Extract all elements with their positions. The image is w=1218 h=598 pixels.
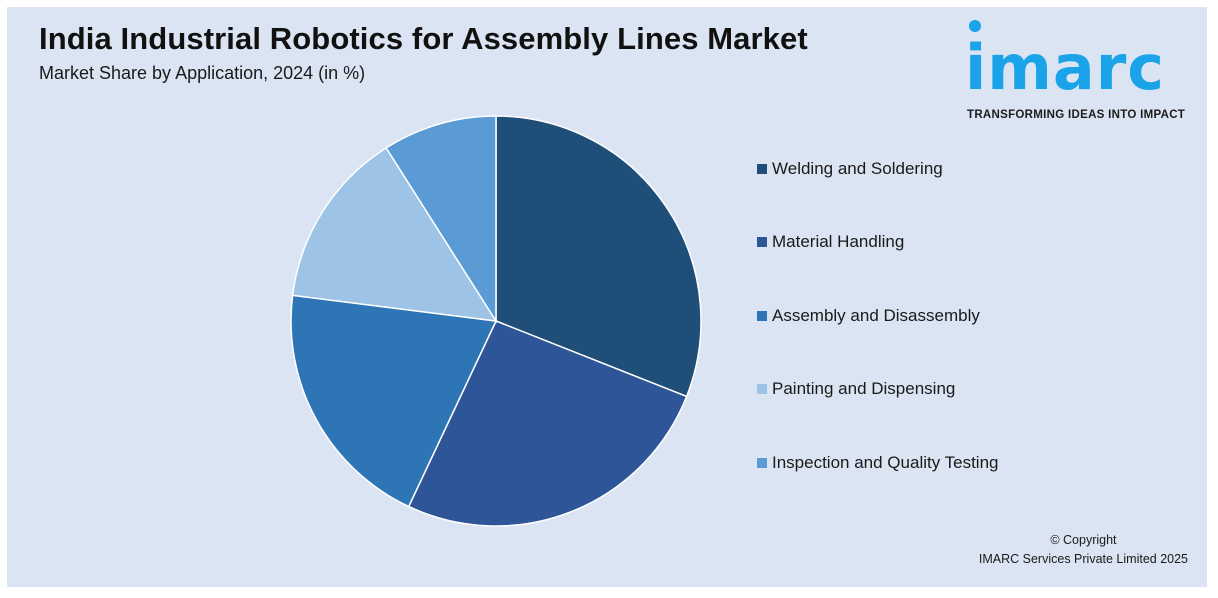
pie-slice-welding-and-soldering bbox=[495, 115, 702, 398]
legend-label: Inspection and Quality Testing bbox=[772, 453, 999, 472]
legend-label: Painting and Dispensing bbox=[772, 379, 956, 398]
copyright-line-2: IMARC Services Private Limited 2025 bbox=[978, 552, 1188, 566]
legend-swatch bbox=[757, 384, 767, 394]
legend-label: Welding and Soldering bbox=[772, 159, 943, 178]
pie-slice-inspection-and-quality-testing bbox=[385, 115, 497, 324]
copyright-notice: © Copyright IMARC Services Private Limit… bbox=[979, 531, 1188, 569]
legend-label: Assembly and Disassembly bbox=[772, 306, 980, 325]
legend-label: Material Handling bbox=[772, 232, 905, 251]
legend-item: Painting and Dispensing bbox=[757, 377, 955, 401]
chart-subtitle: Market Share by Application, 2024 (in %) bbox=[39, 63, 366, 83]
logo-wordmark: imarc bbox=[965, 31, 1166, 104]
legend-item: Inspection and Quality Testing bbox=[757, 451, 999, 475]
copyright-line-1: © Copyright bbox=[1050, 533, 1117, 547]
legend-item: Assembly and Disassembly bbox=[757, 304, 980, 328]
pie-slices bbox=[290, 115, 702, 527]
imarc-logo: imarc TRANSFORMING IDEAS INTO IMPACT bbox=[965, 17, 1197, 127]
pie-slice-painting-and-dispensing bbox=[291, 146, 498, 322]
legend-swatch bbox=[757, 311, 767, 321]
pie-slice-assembly-and-disassembly bbox=[290, 294, 498, 508]
legend-item: Welding and Soldering bbox=[757, 157, 943, 181]
pie-chart bbox=[290, 115, 702, 527]
logo-tagline: TRANSFORMING IDEAS INTO IMPACT bbox=[967, 109, 1186, 121]
chart-card: India Industrial Robotics for Assembly L… bbox=[7, 7, 1207, 587]
pie-slice-material-handling bbox=[407, 320, 688, 527]
legend-swatch bbox=[757, 164, 767, 174]
legend-swatch bbox=[757, 237, 767, 247]
chart-title: India Industrial Robotics for Assembly L… bbox=[39, 21, 808, 56]
legend-item: Material Handling bbox=[757, 230, 904, 254]
logo-dot-icon bbox=[969, 20, 981, 32]
legend-swatch bbox=[757, 458, 767, 468]
